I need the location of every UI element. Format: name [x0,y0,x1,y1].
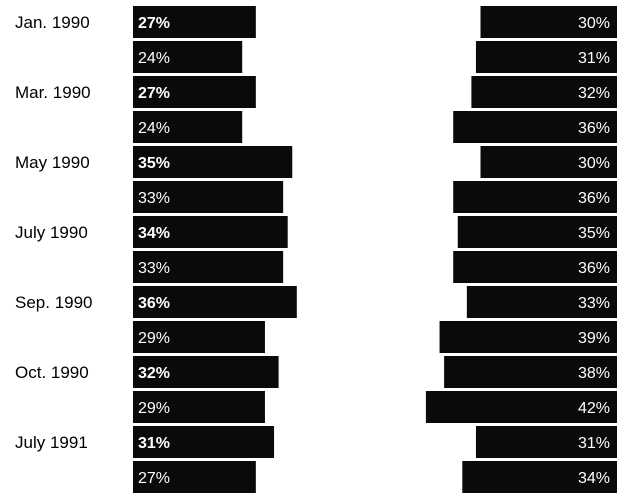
category-label: May 1990 [15,153,90,172]
right-bar-value-label: 31% [578,50,610,67]
right-bar-value-label: 36% [578,260,610,277]
category-label: Sep. 1990 [15,293,93,312]
right-bar-value-label: 35% [578,225,610,242]
right-bar [439,321,617,353]
right-bar-value-label: 34% [578,470,610,487]
category-label: July 1991 [15,433,88,452]
left-bar [133,181,284,213]
left-bar-value-label: 32% [138,365,170,382]
right-bar [466,286,617,318]
right-bar-value-label: 30% [578,15,610,32]
left-bar [133,251,284,283]
right-bar [462,461,617,493]
right-bar-value-label: 36% [578,120,610,137]
left-bar-value-label: 34% [138,225,170,242]
left-bar-value-label: 29% [138,330,170,347]
right-bar [471,76,617,108]
right-bar-value-label: 38% [578,365,610,382]
right-bar [475,426,617,458]
category-label: Mar. 1990 [15,83,91,102]
right-bar-value-label: 31% [578,435,610,452]
left-bar [133,6,256,38]
left-bar [133,76,256,108]
left-bar-value-label: 27% [138,470,170,487]
left-bar [133,146,293,178]
left-bar-value-label: 24% [138,120,170,137]
left-bar [133,286,297,318]
right-bar [480,146,617,178]
right-bar-value-label: 32% [578,85,610,102]
right-bar [453,181,617,213]
left-bar [133,426,275,458]
right-bar [480,6,617,38]
left-bar-value-label: 36% [138,295,170,312]
right-bar [475,41,617,73]
left-bar [133,356,279,388]
right-bar [425,391,617,423]
right-bar-value-label: 33% [578,295,610,312]
left-bar [133,391,265,423]
left-bar [133,111,243,143]
left-bar-value-label: 24% [138,50,170,67]
right-bar-value-label: 42% [578,400,610,417]
left-bar-value-label: 33% [138,260,170,277]
right-bar-value-label: 39% [578,330,610,347]
right-bar-value-label: 30% [578,155,610,172]
right-bar [453,251,617,283]
left-bar-value-label: 31% [138,435,170,452]
left-bar-value-label: 35% [138,155,170,172]
left-bar-value-label: 27% [138,15,170,32]
right-bar-value-label: 36% [578,190,610,207]
right-bar [457,216,617,248]
left-bar-value-label: 27% [138,85,170,102]
category-label: Jan. 1990 [15,13,90,32]
left-bar [133,216,288,248]
category-label: Oct. 1990 [15,363,89,382]
left-bar [133,321,265,353]
left-bar-value-label: 29% [138,400,170,417]
left-bar [133,461,256,493]
right-bar [444,356,617,388]
right-bar [453,111,617,143]
category-label: July 1990 [15,223,88,242]
left-bar-value-label: 33% [138,190,170,207]
left-bar [133,41,243,73]
